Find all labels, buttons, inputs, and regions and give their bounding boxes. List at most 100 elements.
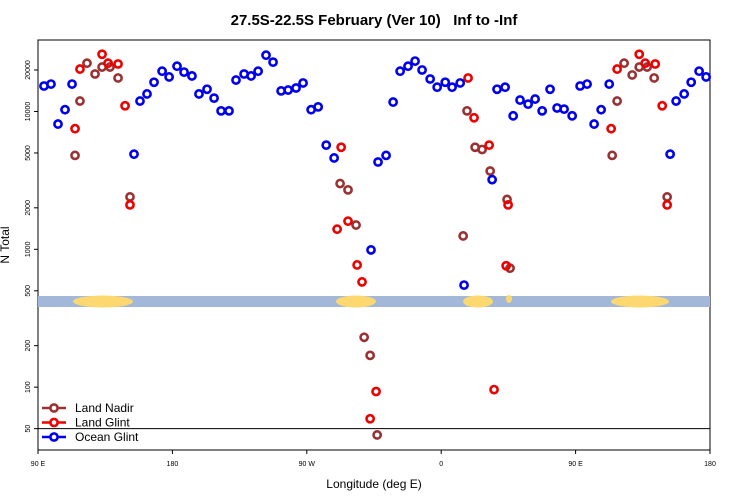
point <box>515 95 525 105</box>
y-tick-label: 2000 <box>25 200 32 216</box>
point <box>417 65 427 75</box>
point <box>582 79 592 89</box>
point <box>67 79 77 89</box>
point <box>172 61 182 72</box>
point <box>343 184 353 195</box>
point <box>537 105 548 116</box>
point <box>485 166 496 176</box>
y-tick-label: 50 <box>25 425 32 433</box>
point <box>372 430 383 440</box>
point <box>619 58 630 69</box>
point <box>283 85 294 95</box>
legend-marker <box>49 432 59 442</box>
point <box>70 150 80 161</box>
point <box>462 105 472 116</box>
point <box>459 280 469 291</box>
point <box>313 101 324 112</box>
point <box>365 350 376 361</box>
point <box>612 64 623 74</box>
point <box>530 94 541 104</box>
point <box>469 112 479 123</box>
x-tick-label: 0 <box>439 461 443 468</box>
point <box>523 99 534 110</box>
point <box>545 84 555 95</box>
point <box>209 93 219 104</box>
point <box>352 260 363 270</box>
point <box>359 332 370 343</box>
point <box>559 104 570 115</box>
point <box>634 49 645 60</box>
point <box>129 149 139 160</box>
chart-title: 27.5S-22.5S February (Ver 10) Inf to -In… <box>231 12 519 29</box>
legend-label: Land Nadir <box>75 401 134 415</box>
point <box>246 71 256 81</box>
point <box>671 96 682 106</box>
x-tick-label: 180 <box>167 461 179 468</box>
legend-marker <box>49 403 59 413</box>
point <box>187 71 197 81</box>
point <box>179 67 189 78</box>
point <box>381 150 391 161</box>
point <box>149 77 159 88</box>
x-tick-label: 90 E <box>31 461 46 468</box>
point <box>231 75 241 85</box>
point <box>640 58 651 69</box>
point <box>120 100 130 111</box>
point <box>425 74 436 84</box>
y-axis-label: N Total <box>0 226 12 263</box>
point <box>604 79 615 89</box>
point <box>627 70 638 80</box>
point <box>53 119 63 129</box>
point <box>612 96 623 106</box>
point <box>657 100 668 111</box>
point <box>650 59 661 69</box>
point <box>649 73 660 83</box>
point <box>142 89 152 99</box>
point <box>365 413 376 424</box>
point <box>455 78 466 88</box>
x-axis-label: Longitude (deg E) <box>326 477 421 491</box>
point <box>46 79 56 89</box>
point <box>268 57 278 68</box>
point <box>458 231 469 241</box>
point <box>484 140 495 151</box>
point <box>60 104 70 115</box>
point <box>395 66 406 77</box>
point <box>373 157 383 167</box>
point <box>82 58 92 69</box>
point <box>135 96 145 106</box>
point <box>662 192 673 202</box>
point <box>202 84 212 95</box>
y-tick-label: 5000 <box>25 145 32 161</box>
point <box>125 192 135 202</box>
point <box>103 58 113 69</box>
point <box>607 150 618 161</box>
land-ocean-strip <box>38 295 710 308</box>
point <box>261 50 271 61</box>
point <box>291 83 301 93</box>
y-tick-label: 100 <box>25 381 32 393</box>
point <box>75 64 85 74</box>
point <box>371 386 381 397</box>
point <box>606 123 617 134</box>
point <box>224 105 234 116</box>
point <box>351 220 361 230</box>
point <box>508 110 519 121</box>
point <box>487 174 498 185</box>
point <box>447 82 458 93</box>
point <box>489 384 499 395</box>
point <box>90 69 100 79</box>
point <box>492 84 502 95</box>
point <box>403 61 413 72</box>
point <box>157 66 167 77</box>
x-tick-label: 90 W <box>299 461 316 468</box>
point <box>596 104 607 115</box>
point <box>329 153 340 163</box>
x-tick-label: 90 E <box>568 461 583 468</box>
point <box>343 216 353 227</box>
point <box>125 199 135 210</box>
point <box>253 66 264 77</box>
legend-label: Ocean Glint <box>75 430 139 444</box>
